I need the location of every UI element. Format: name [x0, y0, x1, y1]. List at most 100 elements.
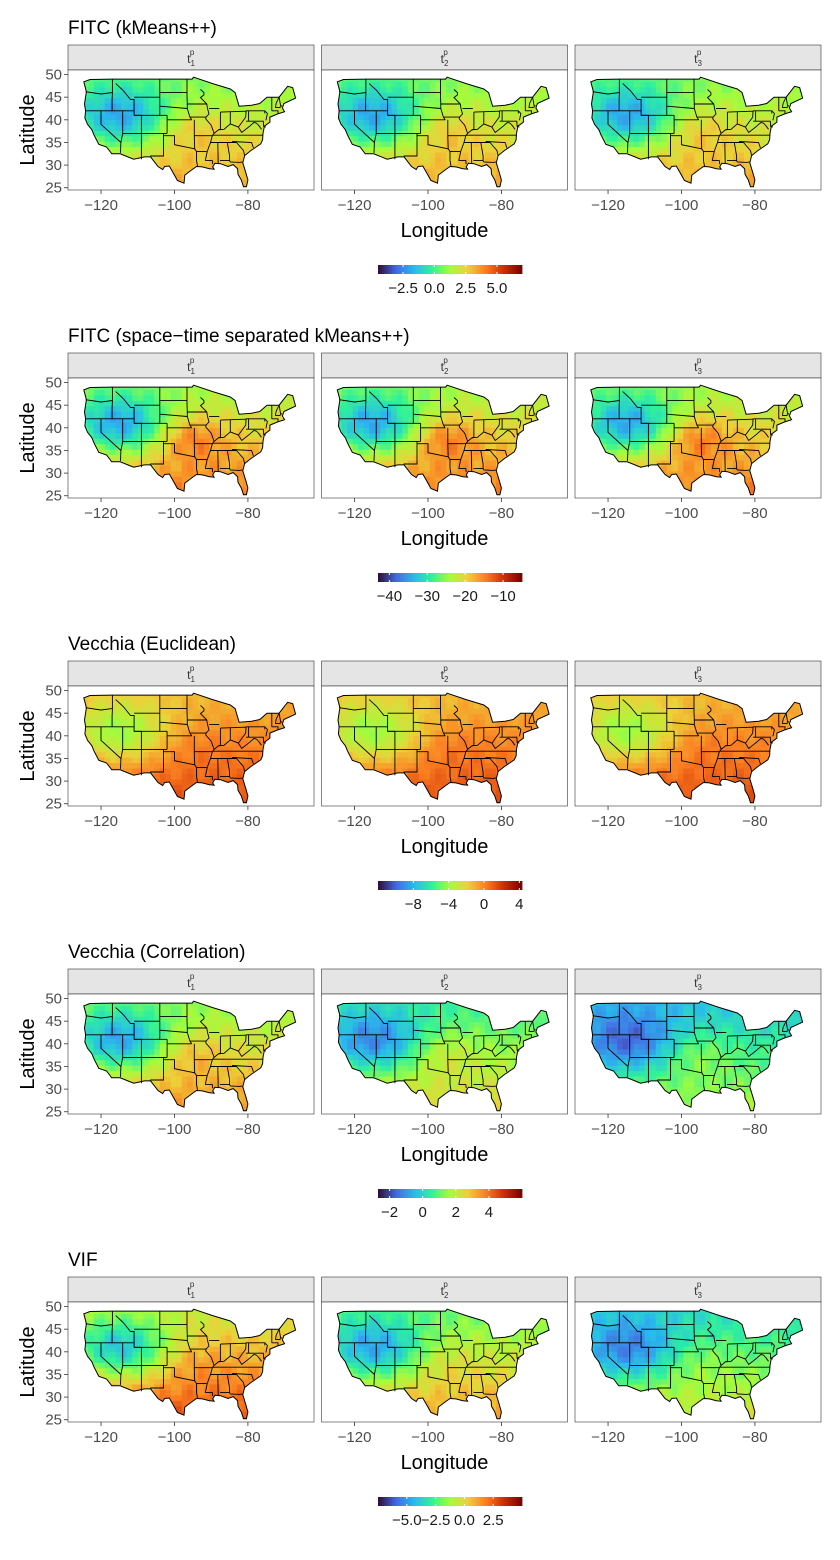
heat-cell	[385, 432, 392, 439]
heat-cell	[192, 92, 199, 99]
heat-cell	[716, 135, 723, 142]
heat-cell	[688, 405, 695, 412]
heat-cell	[281, 405, 288, 412]
heat-cell	[341, 405, 348, 412]
heat-cell	[121, 97, 128, 104]
heat-cell	[446, 394, 453, 401]
heat-cell	[337, 81, 343, 88]
heat-cell	[457, 438, 464, 445]
heat-cell	[198, 135, 205, 142]
heat-cell	[93, 92, 100, 99]
heat-cell	[413, 157, 420, 164]
heat-cell	[121, 81, 128, 88]
heat-cell	[192, 400, 199, 407]
heat-cell	[181, 152, 188, 158]
heat-cell	[699, 130, 706, 137]
heat-cell	[236, 141, 243, 148]
heat-cell	[534, 97, 541, 104]
heat-cell	[473, 421, 480, 428]
heat-cell	[506, 124, 513, 131]
heat-cell	[203, 421, 210, 428]
heat-cell	[611, 81, 618, 88]
heat-cell	[225, 405, 232, 412]
heat-cell	[143, 405, 150, 412]
heat-cell	[683, 481, 690, 488]
heat-cell	[468, 103, 475, 110]
heat-cell	[236, 157, 243, 164]
heat-cell	[170, 427, 177, 434]
heat-cell	[446, 432, 453, 439]
heat-cell	[209, 405, 216, 412]
heat-cell	[363, 108, 370, 115]
heat-cell	[534, 400, 541, 407]
heat-cell	[220, 146, 227, 153]
heat-cell	[451, 454, 458, 461]
heat-cell	[606, 135, 613, 142]
heat-cell	[424, 470, 431, 477]
heat-cell	[688, 146, 695, 153]
heat-cell	[710, 152, 717, 158]
heat-cell	[666, 432, 673, 439]
heat-cell	[677, 443, 684, 450]
heat-cell	[247, 427, 254, 434]
heat-cell	[683, 432, 690, 439]
heat-cell	[143, 113, 150, 120]
heat-cell	[429, 119, 436, 126]
heat-cell	[716, 103, 723, 110]
state-border	[232, 141, 254, 149]
colorbar-segment	[380, 265, 383, 274]
heat-cell	[435, 416, 442, 423]
heat-cell	[187, 108, 194, 115]
heat-cell	[490, 135, 497, 142]
heat-cell	[716, 162, 723, 169]
heat-cell	[148, 141, 155, 148]
heat-cell	[369, 443, 376, 450]
heat-cell	[473, 400, 480, 407]
heat-cell	[99, 427, 106, 434]
heat-cell	[672, 400, 679, 407]
heat-cell	[473, 92, 480, 99]
heat-cell	[209, 130, 216, 137]
heat-cell	[738, 135, 745, 142]
heat-cell	[407, 465, 414, 472]
heat-cell	[148, 454, 155, 461]
heat-cell	[132, 405, 139, 412]
heat-cell	[385, 400, 392, 407]
heat-cell	[407, 113, 414, 120]
state-border	[218, 110, 247, 131]
heat-cell	[258, 130, 265, 137]
heat-cell	[666, 465, 673, 472]
heat-cell	[424, 411, 431, 418]
heat-cell	[440, 119, 447, 126]
heat-cell	[214, 103, 221, 110]
heat-cell	[528, 405, 535, 412]
heat-cell	[391, 405, 398, 412]
heat-cell	[225, 119, 232, 126]
heat-cell	[666, 389, 673, 396]
heat-cell	[523, 103, 530, 110]
heat-cell	[732, 97, 739, 104]
heat-cell	[159, 470, 166, 477]
heat-cell	[457, 470, 464, 477]
heat-cell	[639, 421, 646, 428]
facet-panel-t3: t3p−120 −100 −80	[574, 352, 822, 522]
heat-cell	[203, 86, 210, 93]
heat-cell	[424, 157, 431, 164]
heat-cell	[611, 449, 618, 456]
heat-cell	[181, 97, 188, 104]
heat-cell	[655, 152, 662, 158]
heat-cell	[143, 411, 150, 418]
heat-cell	[385, 108, 392, 115]
heat-cell	[170, 449, 177, 456]
heat-cell	[115, 103, 122, 110]
heat-cell	[743, 146, 750, 153]
state-border	[220, 160, 243, 163]
heat-cell	[468, 124, 475, 131]
heat-cell	[738, 92, 745, 99]
heat-cell	[760, 141, 767, 148]
colorbar-segment	[418, 265, 421, 274]
state-border	[785, 97, 790, 107]
heat-cell	[214, 113, 221, 120]
heat-cell	[385, 443, 392, 450]
heat-cell	[435, 476, 442, 483]
